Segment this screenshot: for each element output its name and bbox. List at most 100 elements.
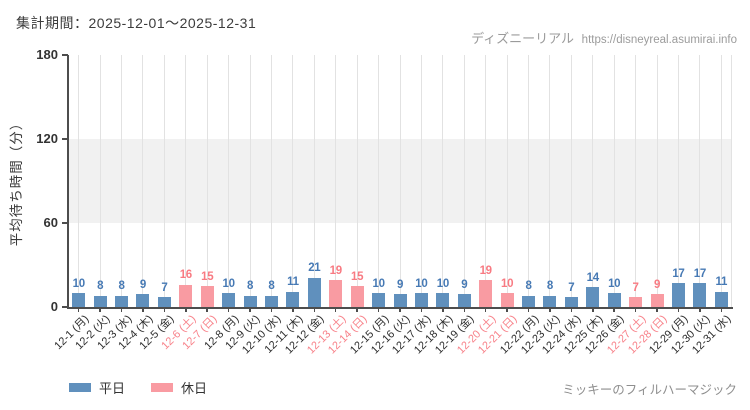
watermark: ディズニーリアル https://disneyreal.asumirai.inf… bbox=[471, 28, 737, 47]
x-axis-tick bbox=[677, 308, 680, 312]
watermark-url-link[interactable]: https://disneyreal.asumirai.info bbox=[581, 34, 737, 46]
bar-value-label: 10 bbox=[372, 277, 385, 290]
x-axis-tick bbox=[420, 308, 423, 312]
bar-12-17 bbox=[414, 293, 428, 307]
gridline bbox=[699, 55, 701, 307]
bar-value-label: 9 bbox=[396, 278, 404, 291]
x-axis-tick bbox=[227, 308, 230, 312]
bar-12-3 bbox=[115, 295, 129, 307]
gridline bbox=[720, 55, 722, 307]
bar-12-25 bbox=[586, 287, 600, 307]
bar-12-1 bbox=[72, 293, 86, 307]
gridline bbox=[99, 55, 101, 307]
bar-value-label: 17 bbox=[672, 267, 685, 280]
y-axis-tick bbox=[62, 306, 68, 308]
x-axis-tick bbox=[484, 308, 487, 312]
bar-12-28 bbox=[650, 294, 664, 307]
y-axis-tick bbox=[62, 54, 68, 56]
legend-item-holiday: 休日 bbox=[151, 378, 207, 397]
bar-chart: 10 12-1 (月) 8 12-2 (火) 8 12-3 (水) 9 12-4 (木) 7 12… bbox=[36, 47, 733, 357]
x-axis-tick bbox=[377, 308, 380, 312]
x-axis-tick bbox=[142, 308, 144, 312]
bar-value-label: 7 bbox=[161, 281, 168, 294]
gridline bbox=[635, 55, 637, 307]
bar-12-26 bbox=[607, 293, 621, 307]
bar-value-label: 14 bbox=[586, 271, 600, 284]
bar-value-label: 21 bbox=[308, 262, 321, 275]
legend-label: 平日 bbox=[99, 381, 126, 396]
gridline bbox=[249, 55, 251, 307]
bar-value-label: 19 bbox=[479, 264, 493, 277]
gridline bbox=[506, 55, 508, 307]
gridline bbox=[592, 55, 594, 307]
bar-12-30 bbox=[693, 283, 707, 307]
gridline bbox=[142, 55, 144, 307]
bar-12-23 bbox=[543, 295, 557, 307]
legend-swatch-weekday bbox=[69, 383, 91, 392]
bar-12-6 bbox=[179, 284, 193, 307]
y-axis-line bbox=[67, 55, 69, 308]
legend: 平日 休日 bbox=[69, 378, 233, 397]
gridline bbox=[656, 55, 658, 307]
bar-12-27 bbox=[629, 297, 643, 307]
x-axis-tick bbox=[185, 308, 187, 312]
gridline bbox=[163, 55, 165, 307]
bar-value-label: 10 bbox=[608, 277, 621, 290]
gridline bbox=[420, 55, 422, 307]
bar-12-12 bbox=[307, 277, 321, 307]
bar-12-21 bbox=[500, 293, 514, 307]
y-axis-tick-label: 120 bbox=[36, 130, 58, 146]
bar-value-label: 8 bbox=[525, 280, 532, 293]
gridline bbox=[270, 55, 272, 307]
bar-value-label: 10 bbox=[500, 277, 514, 290]
bar-value-label: 8 bbox=[247, 280, 254, 293]
x-axis-tick bbox=[292, 308, 294, 312]
x-axis-tick bbox=[334, 308, 337, 312]
x-axis-tick bbox=[549, 308, 551, 312]
gridline bbox=[78, 55, 80, 307]
x-axis-tick bbox=[120, 308, 123, 312]
bar-12-15 bbox=[372, 293, 386, 307]
y-axis-tick-label: 0 bbox=[50, 298, 58, 314]
x-axis-tick bbox=[249, 308, 251, 312]
watermark-site-name: ディズニーリアル bbox=[471, 31, 575, 46]
x-axis-tick bbox=[356, 308, 358, 312]
bar-12-20 bbox=[479, 280, 493, 307]
gridline bbox=[570, 55, 572, 307]
bar-12-24 bbox=[564, 297, 578, 307]
y-axis-tick bbox=[62, 138, 68, 140]
bar-value-label: 10 bbox=[222, 277, 236, 290]
gridline bbox=[442, 55, 444, 307]
bar-value-label: 8 bbox=[546, 280, 553, 293]
gridline bbox=[549, 55, 551, 307]
bar-value-label: 11 bbox=[287, 276, 299, 289]
x-axis-tick bbox=[313, 308, 316, 312]
bar-value-label: 10 bbox=[436, 277, 450, 290]
bar-12-22 bbox=[522, 295, 536, 307]
bar-value-label: 7 bbox=[568, 281, 575, 294]
bar-value-label: 9 bbox=[139, 278, 146, 291]
x-axis-line bbox=[67, 307, 733, 309]
gridline bbox=[485, 55, 487, 307]
bar-value-label: 8 bbox=[268, 280, 275, 293]
bar-value-label: 9 bbox=[653, 278, 661, 291]
bar-12-19 bbox=[457, 294, 471, 307]
x-axis-tick bbox=[399, 308, 401, 312]
bar-12-9 bbox=[243, 295, 257, 307]
bar-12-16 bbox=[393, 294, 407, 307]
gridline bbox=[206, 55, 208, 307]
bar-12-29 bbox=[671, 283, 685, 307]
gridline bbox=[356, 55, 358, 307]
legend-item-weekday: 平日 bbox=[69, 378, 125, 397]
y-axis-tick-label: 180 bbox=[36, 46, 58, 62]
bar-12-11 bbox=[286, 291, 300, 307]
attraction-name: ミッキーのフィルハーマジック bbox=[562, 383, 737, 397]
bar-value-label: 11 bbox=[715, 276, 728, 289]
bar-value-label: 7 bbox=[632, 281, 639, 294]
x-axis-tick bbox=[699, 308, 701, 312]
bar-value-label: 15 bbox=[351, 270, 364, 283]
bar-12-8 bbox=[222, 293, 236, 307]
bar-12-18 bbox=[436, 293, 450, 307]
bar-12-10 bbox=[264, 295, 278, 307]
